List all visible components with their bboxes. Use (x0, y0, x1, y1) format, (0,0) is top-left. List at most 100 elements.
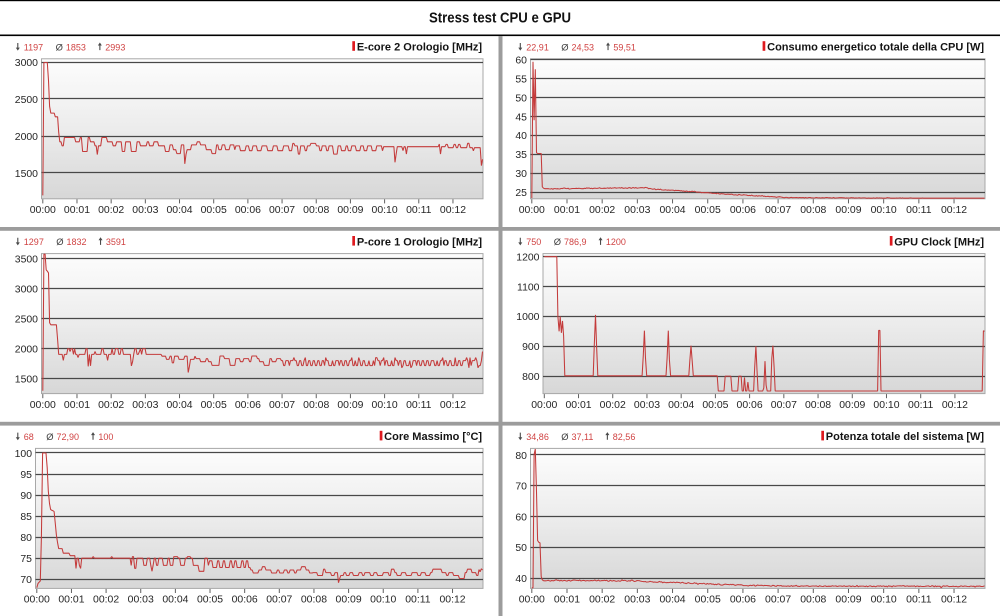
svg-text:00:11: 00:11 (906, 595, 932, 606)
svg-text:GPU Clock [MHz]: GPU Clock [MHz] (894, 236, 984, 248)
svg-text:72,90: 72,90 (57, 432, 80, 442)
svg-text:00:05: 00:05 (201, 400, 227, 411)
svg-text:00:02: 00:02 (589, 595, 615, 606)
svg-text:00:00: 00:00 (30, 205, 56, 216)
svg-text:1500: 1500 (15, 374, 38, 385)
svg-text:1200: 1200 (516, 253, 539, 264)
svg-text:2993: 2993 (105, 42, 125, 52)
svg-text:00:10: 00:10 (871, 205, 897, 216)
svg-text:00:03: 00:03 (634, 400, 660, 411)
svg-text:3500: 3500 (15, 254, 38, 265)
svg-text:00:09: 00:09 (337, 400, 363, 411)
svg-text:00:02: 00:02 (98, 205, 124, 216)
svg-text:00:11: 00:11 (908, 400, 934, 411)
svg-text:00:08: 00:08 (805, 400, 831, 411)
svg-text:00:09: 00:09 (839, 400, 865, 411)
svg-text:00:04: 00:04 (659, 595, 685, 606)
svg-text:E-core 2 Orologio [MHz]: E-core 2 Orologio [MHz] (357, 42, 483, 54)
svg-text:82,56: 82,56 (613, 432, 636, 442)
svg-text:00:02: 00:02 (98, 400, 124, 411)
svg-text:25: 25 (515, 188, 527, 199)
svg-text:Stress test CPU e GPU: Stress test CPU e GPU (429, 10, 571, 27)
svg-text:00:04: 00:04 (166, 400, 192, 411)
svg-text:Ø: Ø (46, 431, 53, 442)
svg-text:P-core 1 Orologio [MHz]: P-core 1 Orologio [MHz] (357, 236, 483, 248)
svg-text:00:06: 00:06 (235, 400, 261, 411)
svg-text:1200: 1200 (606, 237, 626, 247)
svg-text:00:06: 00:06 (730, 595, 756, 606)
svg-text:3000: 3000 (15, 284, 38, 295)
svg-text:00:10: 00:10 (370, 595, 396, 606)
svg-text:00:01: 00:01 (64, 205, 90, 216)
svg-text:00:11: 00:11 (906, 205, 932, 216)
svg-text:Core Massimo [°C]: Core Massimo [°C] (384, 431, 482, 443)
svg-text:95: 95 (20, 470, 32, 481)
svg-text:00:02: 00:02 (589, 205, 615, 216)
svg-text:00:01: 00:01 (554, 595, 580, 606)
svg-text:00:09: 00:09 (835, 595, 861, 606)
svg-text:00:10: 00:10 (871, 595, 897, 606)
svg-text:00:03: 00:03 (624, 595, 650, 606)
svg-text:2000: 2000 (15, 132, 38, 143)
svg-text:00:09: 00:09 (835, 205, 861, 216)
svg-text:1100: 1100 (517, 282, 540, 293)
svg-text:Consumo energetico totale dell: Consumo energetico totale della CPU [W] (767, 42, 984, 54)
svg-text:100: 100 (98, 432, 113, 442)
svg-text:00:00: 00:00 (30, 400, 56, 411)
svg-text:40: 40 (515, 574, 527, 585)
svg-text:00:04: 00:04 (659, 205, 685, 216)
svg-text:70: 70 (20, 575, 32, 586)
svg-text:60: 60 (515, 512, 527, 523)
svg-text:00:09: 00:09 (337, 205, 363, 216)
svg-text:00:05: 00:05 (201, 205, 227, 216)
svg-text:2000: 2000 (15, 344, 38, 355)
svg-text:1297: 1297 (24, 237, 44, 247)
svg-text:00:11: 00:11 (406, 400, 432, 411)
svg-text:22,91: 22,91 (526, 42, 549, 52)
svg-text:Ø: Ø (56, 41, 63, 52)
svg-text:00:01: 00:01 (565, 400, 591, 411)
svg-text:00:02: 00:02 (93, 595, 119, 606)
svg-text:800: 800 (522, 372, 540, 383)
svg-text:00:06: 00:06 (232, 595, 258, 606)
svg-text:00:03: 00:03 (624, 205, 650, 216)
svg-text:00:03: 00:03 (132, 205, 158, 216)
svg-text:00:04: 00:04 (166, 205, 192, 216)
svg-text:35: 35 (515, 150, 527, 161)
svg-text:00:06: 00:06 (235, 205, 261, 216)
svg-text:00:05: 00:05 (695, 205, 721, 216)
svg-text:1500: 1500 (15, 169, 38, 180)
svg-text:00:10: 00:10 (873, 400, 899, 411)
svg-text:1853: 1853 (66, 42, 86, 52)
svg-text:00:08: 00:08 (800, 595, 826, 606)
svg-text:1832: 1832 (67, 237, 87, 247)
svg-text:50: 50 (515, 543, 527, 554)
svg-text:00:12: 00:12 (440, 400, 466, 411)
svg-text:85: 85 (20, 512, 32, 523)
svg-text:80: 80 (515, 451, 527, 462)
svg-text:00:12: 00:12 (942, 400, 968, 411)
svg-text:00:02: 00:02 (600, 400, 626, 411)
svg-text:00:12: 00:12 (941, 595, 967, 606)
svg-text:30: 30 (515, 169, 527, 180)
svg-text:Potenza totale del sistema [W]: Potenza totale del sistema [W] (826, 431, 985, 443)
svg-text:00:03: 00:03 (132, 400, 158, 411)
svg-text:00:12: 00:12 (941, 205, 967, 216)
svg-text:786,9: 786,9 (564, 237, 587, 247)
svg-text:00:07: 00:07 (765, 595, 791, 606)
svg-text:00:10: 00:10 (372, 400, 398, 411)
svg-text:1000: 1000 (516, 312, 539, 323)
svg-text:37,11: 37,11 (572, 432, 594, 442)
svg-text:00:06: 00:06 (730, 205, 756, 216)
svg-text:00:08: 00:08 (303, 205, 329, 216)
svg-text:00:01: 00:01 (64, 400, 90, 411)
svg-text:3000: 3000 (15, 58, 38, 69)
svg-text:90: 90 (20, 491, 32, 502)
svg-text:68: 68 (24, 432, 34, 442)
svg-text:00:00: 00:00 (519, 205, 545, 216)
svg-text:00:07: 00:07 (269, 400, 295, 411)
svg-text:00:07: 00:07 (765, 205, 791, 216)
svg-text:45: 45 (515, 112, 527, 123)
svg-text:00:11: 00:11 (406, 205, 432, 216)
svg-text:100: 100 (15, 449, 33, 460)
